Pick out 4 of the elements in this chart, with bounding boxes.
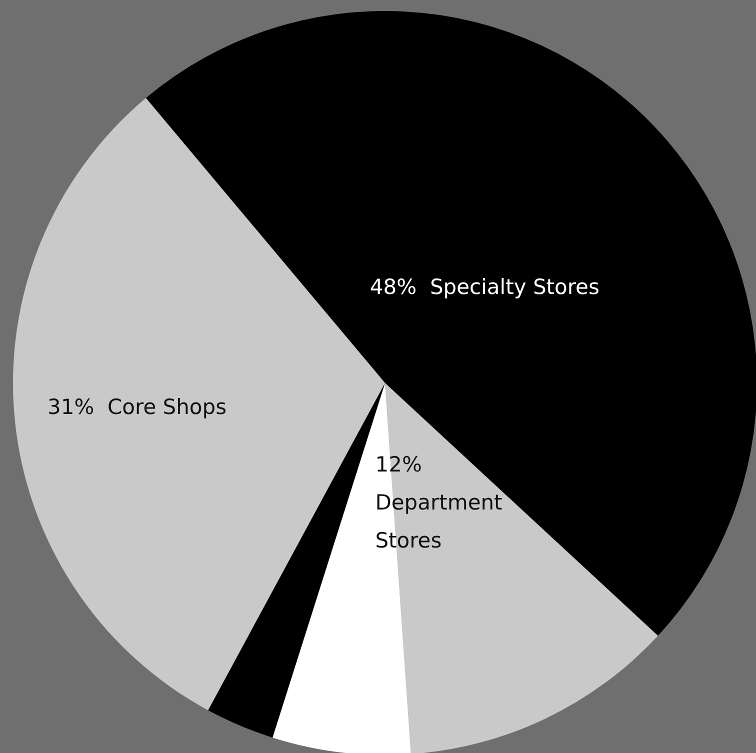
data-label: 12% <box>375 452 422 476</box>
slice-label: 31% Core Shops <box>47 394 227 419</box>
slice-label: 48% Specialty Stores <box>370 274 600 299</box>
slice-label: Department Stores <box>375 490 502 552</box>
